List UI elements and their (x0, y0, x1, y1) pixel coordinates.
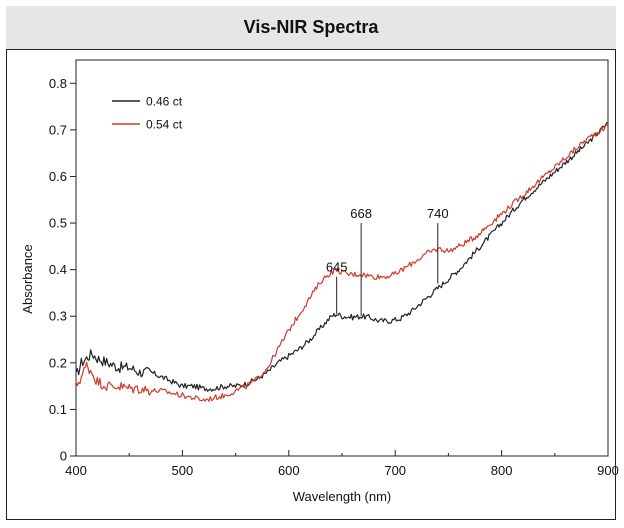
y-tick-label: 0.6 (49, 169, 67, 184)
annotation-label: 668 (350, 206, 372, 221)
series-layer (75, 122, 609, 402)
y-tick-label: 0.4 (49, 262, 67, 277)
y-tick-label: 0.3 (49, 309, 67, 324)
legend: 0.46 ct 0.54 ct (112, 95, 183, 132)
chart-title: Vis-NIR Spectra (243, 17, 379, 37)
chart-title-bar: Vis-NIR Spectra (6, 6, 616, 50)
x-tick-label: 600 (278, 463, 300, 478)
series-line-1 (75, 123, 609, 402)
axes: 400 500 600 700 800 900 0 0.1 0.2 0.3 0.4 0.5 0.6 0.7… (49, 59, 619, 478)
chart-frame (6, 6, 616, 520)
x-axis-label: Wavelength (nm) (293, 489, 392, 504)
y-tick-label: 0.1 (49, 402, 67, 417)
x-tick-label: 900 (597, 463, 619, 478)
y-tick-label: 0.2 (49, 355, 67, 370)
x-tick-label: 400 (65, 463, 87, 478)
x-tick-label: 800 (491, 463, 513, 478)
series-line-0 (75, 122, 609, 392)
annotation-label: 740 (427, 206, 449, 221)
y-axis-label: Absorbance (20, 244, 35, 313)
y-tick-label: 0.5 (49, 216, 67, 231)
y-tick-label: 0 (60, 449, 67, 464)
x-tick-label: 700 (384, 463, 406, 478)
y-tick-label: 0.7 (49, 122, 67, 137)
y-tick-label: 0.8 (49, 76, 67, 91)
annotation-label: 645 (326, 260, 348, 275)
legend-label: 0.46 ct (146, 95, 183, 109)
legend-label: 0.54 ct (146, 118, 183, 132)
x-tick-label: 500 (172, 463, 194, 478)
annotation-layer: 645 668 740 (326, 206, 449, 317)
